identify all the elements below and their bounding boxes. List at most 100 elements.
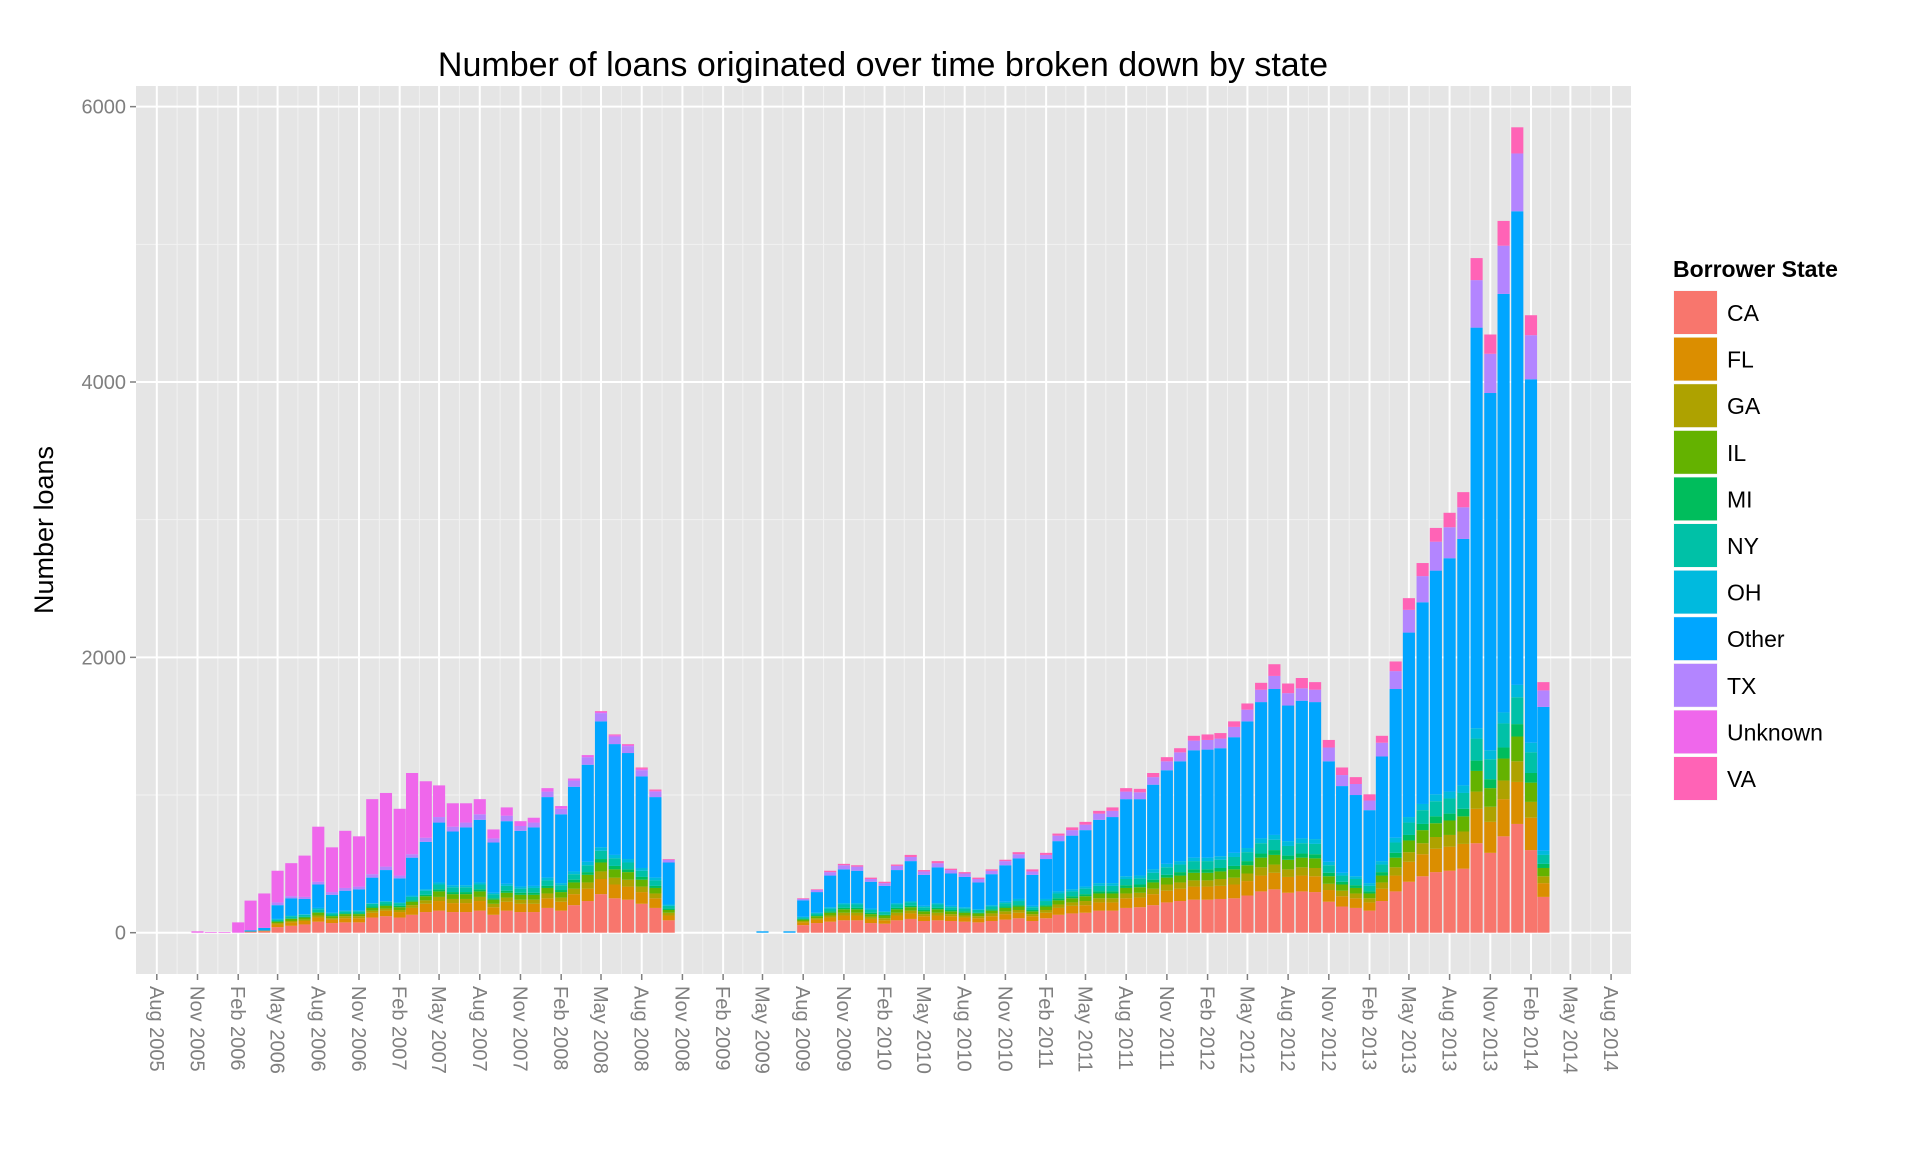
bar-segment-ca <box>1484 853 1496 933</box>
bar-segment-oh <box>555 883 567 885</box>
bar-segment-other <box>1457 539 1469 785</box>
bar-segment-other <box>528 827 540 886</box>
bar-segment-other <box>582 765 594 862</box>
x-tick-label: Feb 2008 <box>549 986 571 1071</box>
bar-segment-fl <box>1093 902 1105 910</box>
x-tick-label: Nov 2009 <box>832 986 854 1072</box>
bar-segment-fl <box>1134 898 1146 908</box>
bar-segment-unknown <box>649 791 661 792</box>
bar-segment-va <box>1457 492 1469 507</box>
bar-segment-ga <box>272 923 284 924</box>
bar-segment-unknown <box>380 793 392 867</box>
bar-segment-ny <box>460 887 472 892</box>
bar-segment-fl <box>1323 890 1335 902</box>
bar-segment-tx <box>1323 748 1335 762</box>
bar-segment-ca <box>433 911 445 933</box>
bar-segment-il <box>1255 858 1267 868</box>
bar-segment-fl <box>339 918 351 922</box>
bar-segment-ga <box>366 911 378 913</box>
bar-segment-va <box>1093 811 1105 814</box>
x-tick-label: Nov 2012 <box>1317 986 1339 1072</box>
bar-segment-ca <box>972 922 984 932</box>
bar-segment-fl <box>891 915 903 920</box>
bar-segment-ca <box>1376 901 1388 933</box>
bar-segment-va <box>1444 513 1456 527</box>
bar-segment-other <box>541 797 553 878</box>
bar-segment-ga <box>1403 852 1415 862</box>
bar-segment-oh <box>1147 869 1159 872</box>
bar-segment-va <box>811 889 823 890</box>
bar-segment-other <box>1268 689 1280 835</box>
bar-segment-fl <box>312 918 324 922</box>
bar-segment-fl <box>1040 913 1052 919</box>
bar-segment-other <box>1336 786 1348 873</box>
bar-segment-il <box>824 913 836 916</box>
bar-segment-fl <box>959 918 971 922</box>
bar-segment-other <box>1525 379 1537 742</box>
legend-title: Borrower State <box>1673 256 1838 282</box>
bar-segment-mi <box>1376 872 1388 875</box>
bar-segment-ca <box>285 926 297 933</box>
bar-segment-tx <box>1471 280 1483 328</box>
bar-segment-other <box>986 874 998 905</box>
bar-segment-ca <box>555 911 567 933</box>
bar-segment-ga <box>918 914 930 916</box>
bar-segment-unknown <box>272 871 284 903</box>
bar-segment-mi <box>1511 724 1523 736</box>
bar-segment-mi <box>1120 885 1132 888</box>
bar-segment-fl <box>1026 916 1038 921</box>
bar-segment-tx <box>1214 739 1226 749</box>
bar-segment-other <box>663 862 675 904</box>
bar-segment-va <box>1228 721 1240 727</box>
bar-segment-va <box>1066 827 1078 830</box>
bar-segment-other <box>1403 633 1415 817</box>
bar-segment-other <box>783 931 795 932</box>
x-tick-label: Feb 2011 <box>1034 986 1056 1069</box>
y-axis-title: Number loans <box>29 446 59 614</box>
bar-segment-mi <box>838 908 850 909</box>
bar-segment-mi <box>1417 824 1429 830</box>
bar-segment-ca <box>541 908 553 933</box>
bar-segment-ga <box>1040 910 1052 913</box>
bar-segment-ga <box>1309 868 1321 876</box>
bar-segment-ny <box>1052 893 1064 898</box>
bar-segment-mi <box>1430 816 1442 823</box>
bar-segment-tx <box>380 867 392 870</box>
bar-segment-ca <box>487 915 499 933</box>
bar-segment-il <box>501 893 513 898</box>
bar-segment-mi <box>932 908 944 909</box>
bar-segment-ga <box>1336 891 1348 897</box>
bar-segment-fl <box>1484 822 1496 853</box>
bar-segment-va <box>1255 683 1267 690</box>
bar-segment-oh <box>406 896 418 897</box>
bar-segment-va <box>932 861 944 863</box>
bar-segment-ca <box>1323 902 1335 933</box>
bar-segment-tx <box>1444 527 1456 558</box>
bar-segment-fl <box>1066 906 1078 914</box>
bar-segment-tx <box>1134 792 1146 799</box>
bar-segment-il <box>1323 876 1335 884</box>
bar-segment-tx <box>1161 761 1173 770</box>
bar-segment-ga <box>1013 910 1025 913</box>
bar-segment-ny <box>595 851 607 859</box>
bar-segment-ny <box>824 909 836 912</box>
bar-segment-mi <box>1147 880 1159 883</box>
bar-segment-fl <box>366 913 378 918</box>
bar-segment-ny <box>582 865 594 872</box>
bar-segment-va <box>609 734 621 735</box>
bar-segment-il <box>1309 858 1321 868</box>
bar-segment-ca <box>1430 872 1442 933</box>
bar-segment-tx <box>972 879 984 882</box>
bar-segment-mi <box>582 872 594 875</box>
bar-segment-ca <box>1066 913 1078 932</box>
bar-segment-fl <box>1282 877 1294 893</box>
bar-segment-oh <box>339 911 351 912</box>
legend-label-tx: TX <box>1727 673 1756 699</box>
bar-segment-unknown <box>366 799 378 874</box>
bar-segment-il <box>1040 907 1052 910</box>
x-tick-label: Feb 2013 <box>1358 986 1380 1071</box>
bar-segment-other <box>474 820 486 883</box>
bar-segment-other <box>945 874 957 906</box>
bar-segment-mi <box>339 913 351 914</box>
